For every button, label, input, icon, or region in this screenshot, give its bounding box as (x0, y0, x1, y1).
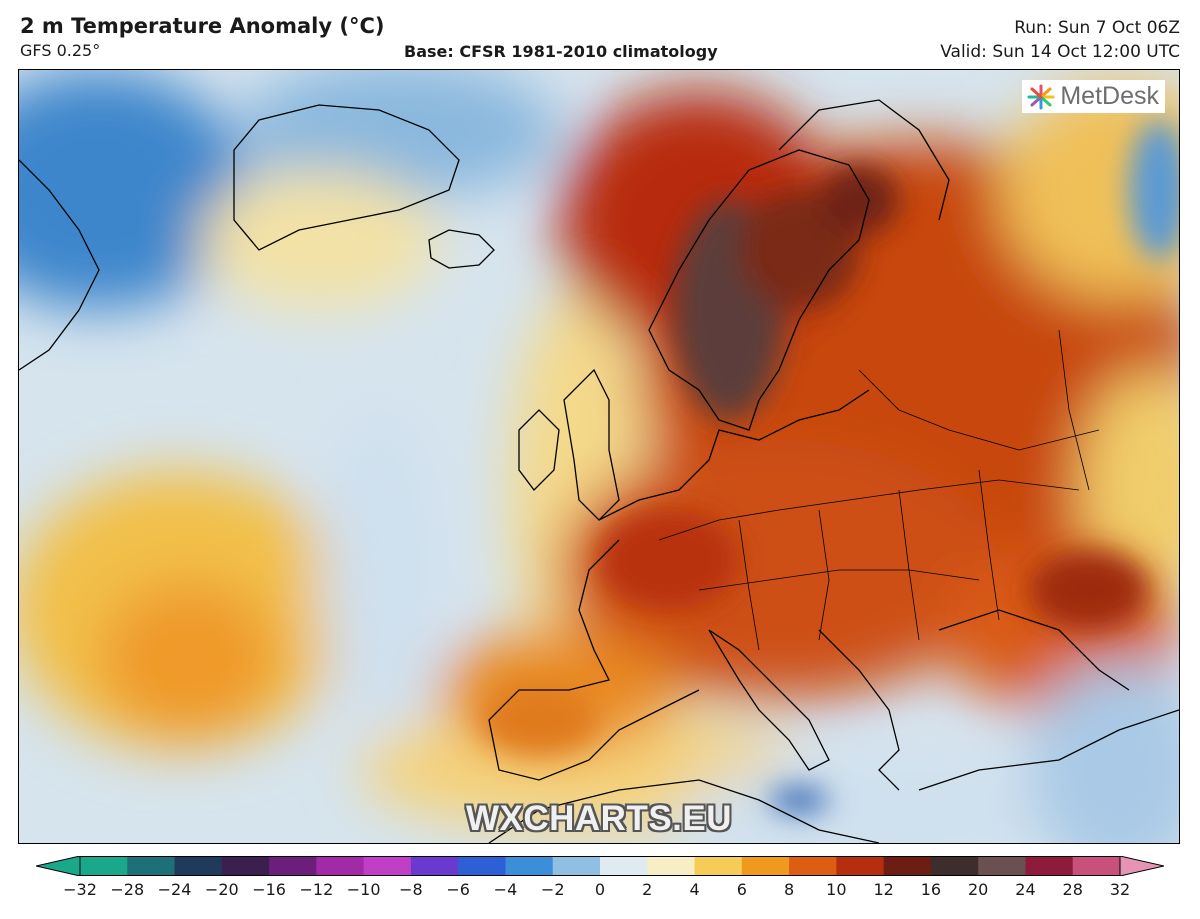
colorbar-segment (978, 856, 1027, 876)
base-climatology-label: Base: CFSR 1981-2010 climatology (404, 42, 718, 61)
colorbar-segment (410, 856, 459, 876)
colorbar (36, 856, 1164, 876)
colorbar-segment (174, 856, 223, 876)
colorbar-tick-label: −32 (63, 880, 97, 899)
anomaly-field (19, 70, 1179, 843)
colorbar-segment (127, 856, 176, 876)
colorbar-tick-label: −4 (493, 880, 518, 899)
ireland-coastline (518, 409, 560, 491)
colorbar-tick-label: 24 (1015, 880, 1036, 899)
colorbar-outline (79, 856, 1121, 876)
model-label: GFS 0.25° (20, 41, 101, 60)
colorbar-tick-label: −10 (346, 880, 381, 899)
colorbar-segment (789, 856, 837, 876)
colorbar-tick-label: 10 (826, 880, 847, 899)
colorbar-segment (221, 856, 270, 876)
coastlines (19, 99, 1179, 843)
italy-coastline (708, 629, 830, 771)
colorbar-left-arrow (36, 856, 81, 876)
colorbar-segment (269, 856, 317, 876)
colorbar-tick-label: 0 (594, 880, 606, 899)
metdesk-logo: MetDesk (1022, 80, 1165, 113)
black-sea-coastline (938, 609, 1130, 691)
scandinavia-coastline (648, 149, 870, 431)
colorbar-tick-label: −12 (299, 880, 334, 899)
valid-time-label: Valid: Sun 14 Oct 12:00 UTC (940, 42, 1180, 62)
wxcharts-watermark: WXCHARTS.EU (465, 799, 733, 838)
colorbar-tick-label: 12 (873, 880, 894, 899)
colorbar-tick-label: −20 (204, 880, 239, 899)
colorbar-tick-label: 16 (920, 880, 942, 899)
metdesk-star-icon (1027, 84, 1055, 109)
anomaly-hotspots (479, 120, 1179, 814)
colorbar-segment (505, 856, 554, 876)
colorbar-tick-label: −16 (252, 880, 286, 899)
colorbar-right-arrow (1119, 856, 1164, 876)
anomaly-map-svg (19, 70, 1179, 843)
iberia-france-coastline (488, 539, 700, 781)
colorbar-segment (80, 856, 128, 876)
iceland-coastline (428, 229, 495, 269)
colorbar-tick-label: 8 (783, 880, 795, 899)
country-borders (658, 329, 1100, 651)
north-sea-coastline (598, 389, 870, 521)
colorbar-segment (600, 856, 648, 876)
colorbar-segment (741, 856, 790, 876)
anatolia-coastline (918, 709, 1179, 791)
colorbar-tick-label: 32 (1109, 880, 1131, 899)
colorbar-tick-labels: −32 −28 −24 −20 −16 −12 −10 −8 −6 −4 −2 0 2 4 6 8 10 12 16… (0, 876, 1200, 906)
colorbar-tick-label: −28 (110, 880, 145, 899)
colorbar-segment (883, 856, 932, 876)
run-time-label: Run: Sun 7 Oct 06Z (1014, 18, 1180, 38)
colorbar-tick-label: −6 (446, 880, 470, 899)
chart-title: 2 m Temperature Anomaly (°C) (20, 14, 385, 38)
colorbar-tick-label: 6 (736, 880, 747, 899)
colorbar-tick-label: −8 (399, 880, 423, 899)
colorbar-segment (316, 856, 365, 876)
colorbar-segment (694, 856, 743, 876)
colorbar-segment (458, 856, 507, 876)
metdesk-logo-text: MetDesk (1060, 82, 1159, 110)
anomaly-map: MetDesk WXCHARTS.EU (18, 69, 1180, 844)
balkan-coastline (818, 629, 900, 791)
colorbar-segment (647, 856, 696, 876)
britain-coastline (563, 368, 620, 521)
colorbar-segment (552, 856, 601, 876)
colorbar-segment (363, 856, 412, 876)
colorbar-segment (836, 856, 885, 876)
colorbar-segment (1072, 856, 1121, 876)
colorbar-segment (930, 856, 979, 876)
colorbar-segments (80, 856, 1121, 876)
colorbar-tick-label: −24 (157, 880, 192, 899)
colorbar-tick-label: 28 (1062, 880, 1083, 899)
greenland-coastline (233, 104, 460, 251)
colorbar-tick-label: 4 (689, 880, 700, 899)
colorbar-tick-label: −2 (540, 880, 565, 899)
north-africa-coastline (488, 779, 880, 843)
kola-coastline (778, 99, 950, 221)
colorbar-segment (1025, 856, 1074, 876)
colorbar-tick-label: 2 (642, 880, 653, 899)
north-america-coastline (19, 159, 100, 371)
colorbar-tick-label: 20 (967, 880, 989, 899)
